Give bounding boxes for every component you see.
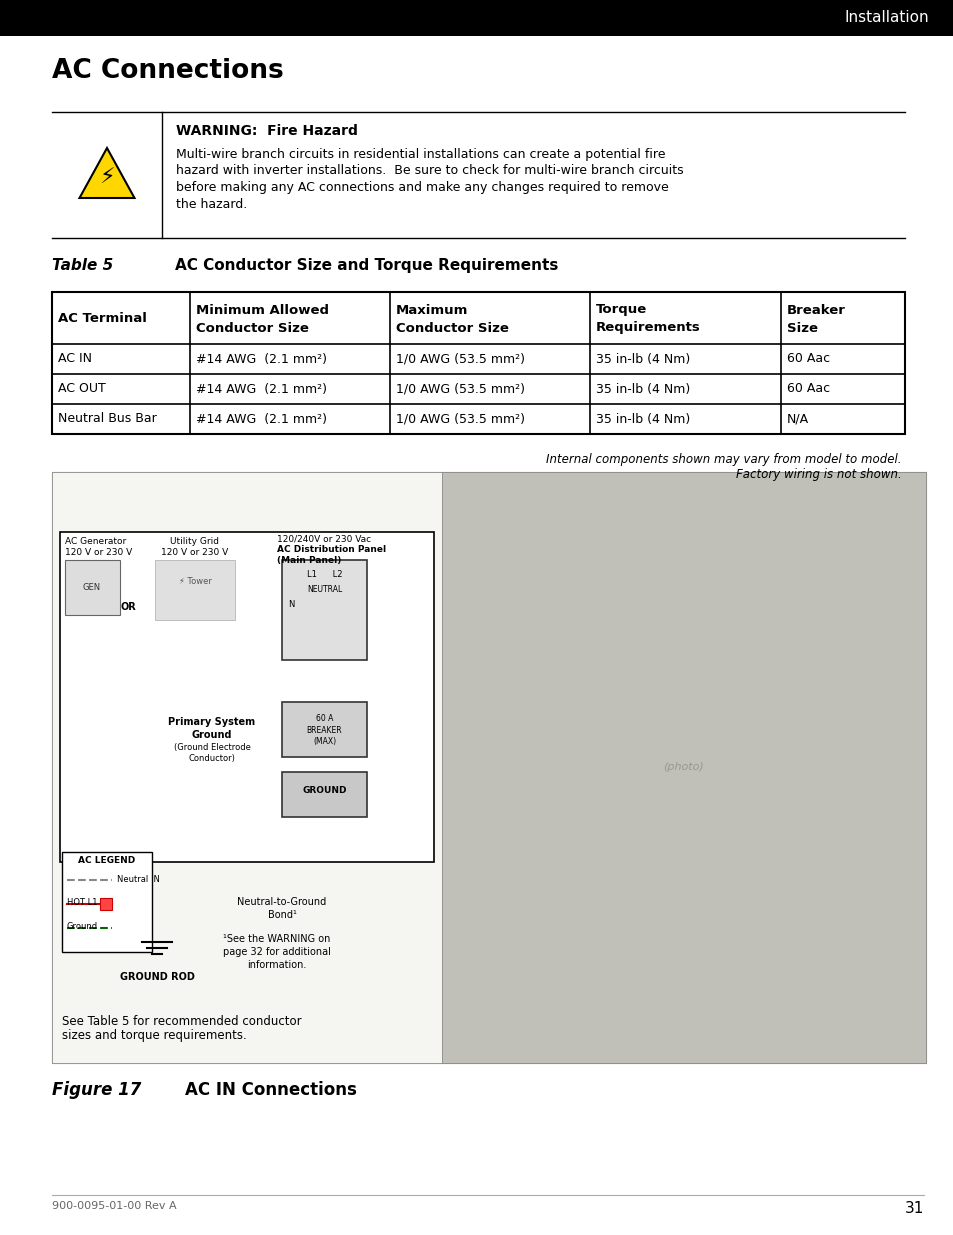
Text: AC Generator: AC Generator <box>65 537 126 546</box>
Text: AC Distribution Panel: AC Distribution Panel <box>276 545 386 555</box>
Text: 120/240V or 230 Vac: 120/240V or 230 Vac <box>276 534 371 543</box>
Text: AC LEGEND: AC LEGEND <box>78 856 135 864</box>
Text: Installation: Installation <box>843 11 928 26</box>
Text: 60 Aac: 60 Aac <box>786 352 829 366</box>
Bar <box>282 559 367 659</box>
Text: the hazard.: the hazard. <box>175 198 247 210</box>
Text: Ground: Ground <box>67 923 98 931</box>
Text: #14 AWG  (2.1 mm²): #14 AWG (2.1 mm²) <box>195 352 326 366</box>
Text: before making any AC connections and make any changes required to remove: before making any AC connections and mak… <box>175 182 668 194</box>
Text: See Table 5 for recommended conductor: See Table 5 for recommended conductor <box>62 1015 301 1028</box>
Text: Neutral-to-Ground: Neutral-to-Ground <box>237 897 326 906</box>
Text: ⚡ Tower: ⚡ Tower <box>178 578 212 587</box>
Text: Internal components shown may vary from model to model.: Internal components shown may vary from … <box>546 453 901 466</box>
Text: Ground: Ground <box>192 730 232 740</box>
Text: Factory wiring is not shown.: Factory wiring is not shown. <box>736 468 901 480</box>
Text: (Ground Electrode: (Ground Electrode <box>173 743 251 752</box>
Text: (MAX): (MAX) <box>313 737 335 746</box>
Text: Size: Size <box>786 321 817 335</box>
Text: GROUND ROD: GROUND ROD <box>119 972 194 982</box>
Text: AC Terminal: AC Terminal <box>58 311 147 325</box>
Text: 35 in-lb (4 Nm): 35 in-lb (4 Nm) <box>595 352 689 366</box>
Text: N/A: N/A <box>786 412 808 426</box>
Text: AC IN: AC IN <box>58 352 91 366</box>
Text: sizes and torque requirements.: sizes and torque requirements. <box>62 1029 247 1042</box>
Text: Bond¹: Bond¹ <box>267 910 296 920</box>
Text: Breaker: Breaker <box>786 304 844 316</box>
Text: Maximum: Maximum <box>395 304 468 316</box>
Text: 60 Aac: 60 Aac <box>786 383 829 395</box>
Bar <box>65 559 120 615</box>
Text: AC Connections: AC Connections <box>52 58 283 84</box>
Text: Requirements: Requirements <box>595 321 700 335</box>
Bar <box>100 898 112 910</box>
Text: 900-0095-01-00 Rev A: 900-0095-01-00 Rev A <box>52 1200 176 1212</box>
Text: N: N <box>288 600 294 609</box>
Text: WARNING:  Fire Hazard: WARNING: Fire Hazard <box>175 124 357 138</box>
Polygon shape <box>79 148 134 198</box>
Text: 1/0 AWG (53.5 mm²): 1/0 AWG (53.5 mm²) <box>395 352 524 366</box>
Text: GEN: GEN <box>83 583 101 592</box>
Text: 1/0 AWG (53.5 mm²): 1/0 AWG (53.5 mm²) <box>395 412 524 426</box>
Bar <box>282 701 367 757</box>
Text: AC IN Connections: AC IN Connections <box>185 1081 356 1099</box>
Text: Table 5: Table 5 <box>52 258 113 273</box>
Text: L1      L2: L1 L2 <box>307 571 342 579</box>
Text: AC Conductor Size and Torque Requirements: AC Conductor Size and Torque Requirement… <box>174 258 558 273</box>
Text: Torque: Torque <box>595 304 646 316</box>
Text: Figure 17: Figure 17 <box>52 1081 141 1099</box>
Bar <box>52 291 904 433</box>
Text: NEUTRAL: NEUTRAL <box>307 585 342 594</box>
Text: Neutral Bus Bar: Neutral Bus Bar <box>58 412 156 426</box>
Text: hazard with inverter installations.  Be sure to check for multi-wire branch circ: hazard with inverter installations. Be s… <box>175 164 683 178</box>
Bar <box>62 852 152 952</box>
Text: ⚡: ⚡ <box>99 168 114 188</box>
Text: 120 V or 230 V: 120 V or 230 V <box>65 548 132 557</box>
Text: #14 AWG  (2.1 mm²): #14 AWG (2.1 mm²) <box>195 412 326 426</box>
Text: OR: OR <box>120 601 135 613</box>
Text: 120 V or 230 V: 120 V or 230 V <box>161 548 229 557</box>
Text: Multi-wire branch circuits in residential installations can create a potential f: Multi-wire branch circuits in residentia… <box>175 148 665 161</box>
Text: 35 in-lb (4 Nm): 35 in-lb (4 Nm) <box>595 383 689 395</box>
Text: ¹See the WARNING on: ¹See the WARNING on <box>223 934 331 944</box>
Text: AC OUT: AC OUT <box>58 383 106 395</box>
Bar <box>52 472 925 1063</box>
Text: 60 A: 60 A <box>315 714 333 722</box>
Bar <box>60 532 434 862</box>
Text: Minimum Allowed: Minimum Allowed <box>195 304 329 316</box>
Text: (Main Panel): (Main Panel) <box>276 556 341 564</box>
Text: Conductor Size: Conductor Size <box>195 321 308 335</box>
Bar <box>0 0 953 36</box>
Text: Neutral  N: Neutral N <box>117 876 160 884</box>
Text: page 32 for additional: page 32 for additional <box>223 947 331 957</box>
Text: Primary System: Primary System <box>169 718 255 727</box>
Text: Conductor): Conductor) <box>189 755 235 763</box>
Text: BREAKER: BREAKER <box>306 726 342 735</box>
Text: #14 AWG  (2.1 mm²): #14 AWG (2.1 mm²) <box>195 383 326 395</box>
Bar <box>154 559 234 620</box>
Text: Utility Grid: Utility Grid <box>171 537 219 546</box>
Bar <box>52 472 441 1063</box>
Text: 1/0 AWG (53.5 mm²): 1/0 AWG (53.5 mm²) <box>395 383 524 395</box>
Text: information.: information. <box>247 960 306 969</box>
Text: Conductor Size: Conductor Size <box>395 321 508 335</box>
Text: 35 in-lb (4 Nm): 35 in-lb (4 Nm) <box>595 412 689 426</box>
Text: (photo): (photo) <box>663 762 703 773</box>
Text: HOT L1: HOT L1 <box>67 898 97 906</box>
Text: 31: 31 <box>903 1200 923 1216</box>
Bar <box>441 472 925 1063</box>
Bar <box>282 772 367 818</box>
Text: GROUND: GROUND <box>302 785 346 795</box>
